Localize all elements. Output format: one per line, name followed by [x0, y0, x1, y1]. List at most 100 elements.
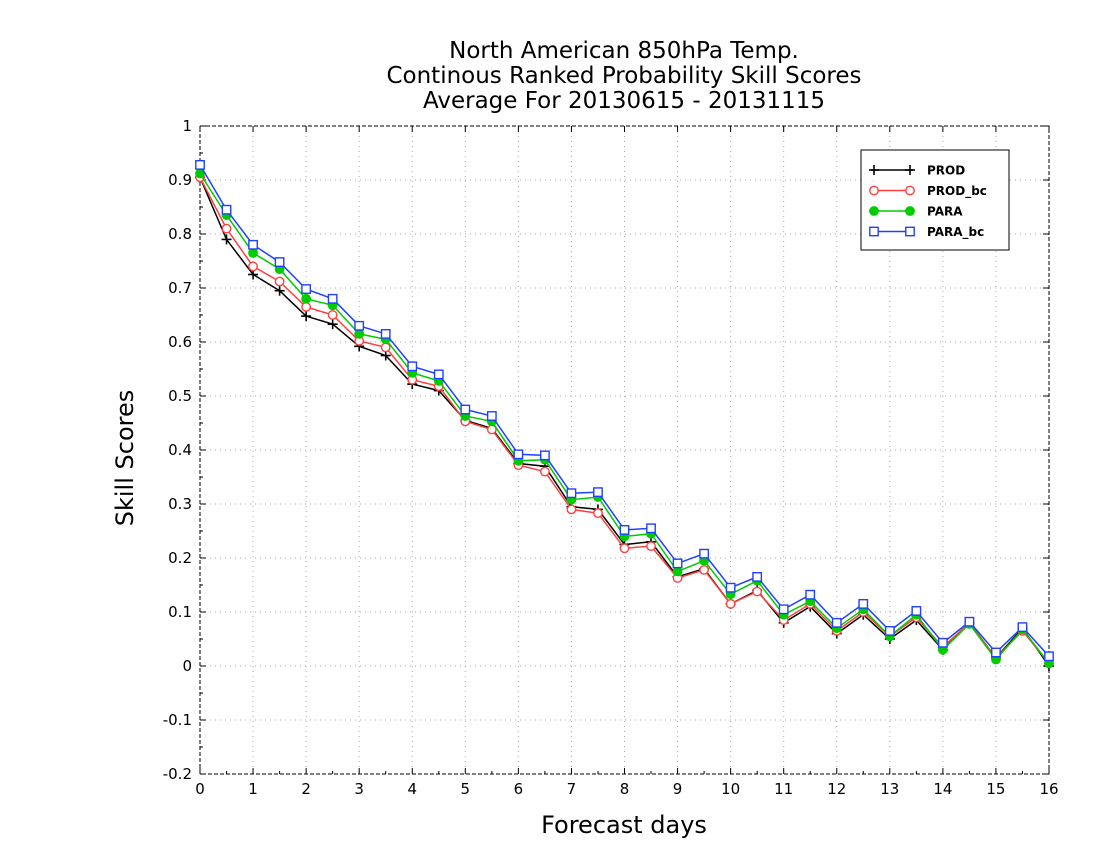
x-tick-label: 11 [774, 780, 793, 798]
data-point-prod-bc [593, 508, 603, 519]
data-point-para-bc [1017, 622, 1028, 633]
data-point-para-bc [911, 606, 922, 616]
data-point-prod-bc [566, 504, 577, 515]
data-point-para-bc [540, 450, 550, 461]
legend-box [860, 149, 1010, 251]
data-point-prod [301, 311, 312, 322]
chart-title: North American 850hPa Temp.Continous Ran… [386, 38, 861, 114]
y-tick-label: 1 [182, 117, 192, 135]
legend-item-para: PARA [869, 205, 963, 219]
x-axis: 0 1 2 3 4 5 6 7 8 9 10 11 12 13 14 15 16 [195, 126, 1059, 798]
legend: PROD PROD_bc PARA PARA_bc [860, 149, 1010, 251]
x-tick-label: 1 [248, 780, 258, 798]
x-tick-label: 5 [461, 780, 471, 798]
title-line: Continous Ranked Probability Skill Score… [386, 63, 861, 89]
legend-marker-prod [869, 165, 879, 175]
y-tick-label: 0.4 [168, 441, 192, 459]
data-point-para-bc [274, 257, 285, 267]
y-tick-label: 0.2 [168, 549, 192, 567]
data-point-para-bc [301, 284, 312, 294]
data-point-prod-bc [274, 276, 285, 287]
data-point-para-bc [646, 523, 656, 534]
legend-marker-prod-bc [905, 185, 915, 196]
x-tick-label: 9 [673, 780, 683, 798]
x-tick-label: 10 [721, 780, 740, 798]
legend-marker-para-bc [869, 226, 879, 237]
y-tick-label: -0.2 [163, 765, 192, 783]
data-point-para-bc [752, 572, 763, 582]
legend-marker-para [905, 206, 915, 216]
x-tick-label: 13 [880, 780, 899, 798]
x-tick-label: 15 [986, 780, 1005, 798]
legend-label-prod-bc: PROD_bc [927, 184, 987, 199]
series-prod-bc [195, 172, 1054, 669]
data-point-para-bc [831, 617, 842, 628]
title-line: North American 850hPa Temp. [449, 38, 799, 64]
legend-marker-prod-bc [869, 185, 879, 196]
data-point-para [301, 293, 312, 304]
data-point-prod [327, 319, 338, 330]
data-point-para-bc [1044, 651, 1054, 662]
data-point-para-bc [725, 582, 736, 593]
data-point-para [248, 248, 258, 258]
data-point-prod-bc [248, 261, 258, 272]
data-point-para-bc [672, 558, 683, 569]
data-point-prod-bc [327, 310, 338, 320]
legend-marker-prod [905, 165, 915, 175]
data-point-prod-bc [725, 599, 736, 609]
y-axis: -0.2 -0.1 0 0.1 0.2 0.3 0.4 0.5 0.6 0.7 0.8 0.9 1 [163, 117, 1049, 783]
legend-marker-para [869, 206, 879, 216]
data-point-para-bc [486, 411, 497, 421]
data-point-para-bc [327, 293, 338, 304]
data-point-para-bc [991, 647, 1001, 658]
data-point-para-bc [964, 616, 975, 627]
legend-item-prod-bc: PROD_bc [869, 184, 987, 199]
data-point-para-bc [354, 320, 365, 331]
data-point-para-bc [593, 487, 603, 498]
data-point-para-bc [513, 449, 524, 460]
x-tick-label: 0 [195, 780, 205, 798]
y-tick-label: 0.7 [168, 279, 192, 297]
legend-item-prod: PROD [869, 164, 965, 178]
data-point-prod-bc [380, 342, 391, 353]
data-point-para-bc [407, 361, 418, 372]
series-group [195, 159, 1054, 671]
data-point-prod-bc [646, 541, 656, 552]
x-tick-label: 4 [407, 780, 417, 798]
x-tick-label: 14 [933, 780, 952, 798]
data-point-prod [274, 285, 285, 296]
series-para-bc [195, 159, 1054, 662]
data-point-prod-bc [752, 586, 763, 597]
data-point-para [672, 566, 683, 577]
y-tick-label: 0.1 [168, 603, 192, 621]
data-point-para-bc [699, 548, 709, 559]
legend-marker-para-bc [905, 226, 915, 237]
legend-label-prod: PROD [927, 164, 965, 178]
x-tick-label: 12 [827, 780, 846, 798]
y-tick-label: -0.1 [163, 711, 192, 729]
data-point-para-bc [937, 637, 948, 648]
y-tick-label: 0.6 [168, 333, 192, 351]
data-point-para-bc [195, 159, 205, 170]
x-tick-label: 7 [567, 780, 577, 798]
data-point-para-bc [858, 599, 869, 609]
data-point-para-bc [433, 369, 444, 380]
data-point-para [354, 329, 365, 339]
x-tick-label: 8 [620, 780, 630, 798]
data-point-prod [221, 234, 232, 245]
data-point-para-bc [805, 589, 816, 600]
x-axis-label: Forecast days [541, 811, 707, 839]
data-point-prod-bc [221, 223, 232, 234]
x-tick-label: 3 [354, 780, 364, 798]
y-tick-label: 0.5 [168, 387, 192, 405]
y-tick-label: 0.9 [168, 171, 192, 189]
data-point-para-bc [380, 329, 391, 339]
grid [200, 126, 1049, 774]
legend-label-para: PARA [927, 205, 963, 219]
x-tick-label: 6 [514, 780, 524, 798]
data-point-para-bc [619, 525, 630, 535]
data-point-para-bc [460, 404, 471, 415]
x-tick-label: 2 [301, 780, 311, 798]
data-point-prod-bc [699, 564, 709, 575]
